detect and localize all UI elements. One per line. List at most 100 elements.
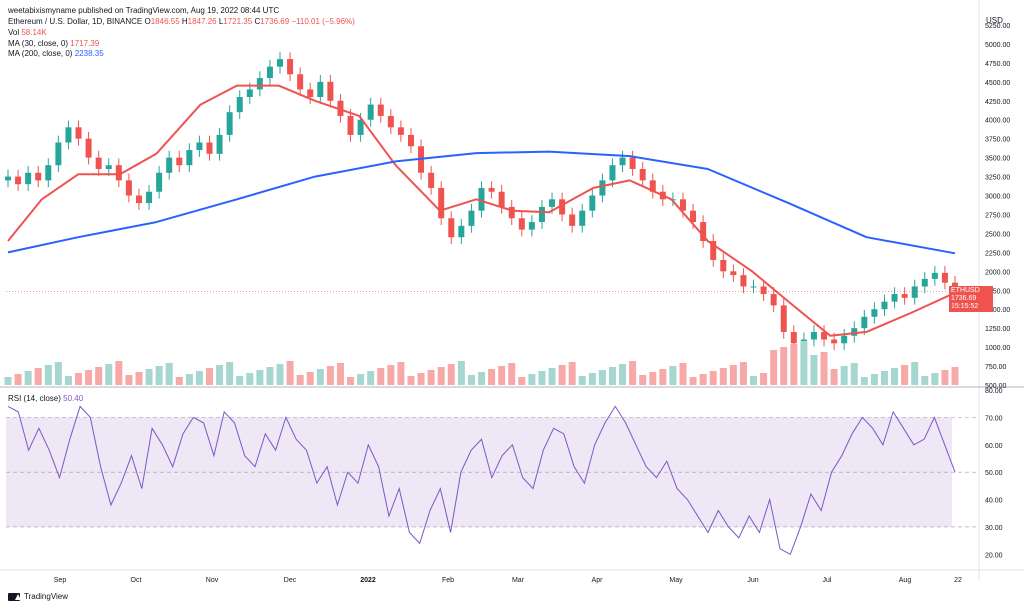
volume-bar (216, 365, 224, 385)
volume-bar (588, 373, 596, 385)
volume-bar (326, 366, 334, 385)
candle-body (45, 165, 52, 181)
volume-bar (155, 366, 163, 385)
tradingview-logo[interactable]: TradingView (8, 592, 68, 601)
candle-body (810, 331, 817, 340)
candle-body (146, 191, 153, 204)
volume-bar (528, 374, 536, 385)
ohlc-close: 1736.69 (260, 17, 290, 26)
volume-bar (256, 370, 264, 385)
volume-bar (578, 376, 586, 385)
candle-body (327, 81, 334, 101)
price-axis-tick: 750.00 (985, 364, 1007, 371)
candle-body (891, 294, 898, 302)
candle-body (579, 210, 586, 226)
price-axis-tick: 2500.00 (985, 231, 1010, 238)
price-axis-tick: 2250.00 (985, 250, 1010, 257)
candle-body (821, 331, 828, 340)
volume-legend[interactable]: Vol 58.14K (8, 28, 47, 38)
candle-body (679, 199, 686, 211)
price-axis-tick: 3000.00 (985, 194, 1010, 201)
price-axis-tick: 3750.00 (985, 137, 1010, 144)
price-axis-tick: 5250.00 (985, 23, 1010, 30)
volume-bar (347, 377, 355, 385)
candle-body (901, 294, 908, 298)
candle-body (700, 222, 707, 241)
price-axis-tick: 5000.00 (985, 42, 1010, 49)
candle-body (266, 66, 273, 79)
candle-body (196, 142, 203, 151)
price-axis-tick: 1250.00 (985, 326, 1010, 333)
volume-bar (44, 365, 52, 385)
ma200-line (7, 150, 956, 255)
volume-bar (931, 373, 939, 385)
rsi-label: RSI (14, close) (8, 394, 61, 403)
price-axis-tick: 1750.00 (985, 288, 1010, 295)
volume-bar (226, 362, 234, 385)
candle-body (246, 89, 253, 97)
time-axis-tick: 2022 (360, 577, 376, 584)
rsi-axis-tick: 70.00 (985, 415, 1003, 422)
ma30-legend[interactable]: MA (30, close, 0) 1717.39 (8, 39, 99, 49)
volume-bar (488, 369, 496, 385)
candle-body (720, 259, 727, 272)
ohlc-close-label: C (254, 17, 261, 26)
volume-bar (246, 373, 254, 385)
ohlc-high: 1847.26 (187, 17, 217, 26)
candle-body (861, 316, 868, 329)
ohlc-low-label: L (218, 17, 224, 26)
volume-bar (417, 373, 425, 385)
ohlc-low: 1721.35 (223, 17, 253, 26)
candle-body (498, 191, 505, 207)
candle-body (166, 157, 173, 173)
time-axis-tick: Feb (442, 577, 454, 584)
volume-bar (649, 372, 657, 385)
ma200-legend[interactable]: MA (200, close, 0) 2238.35 (8, 49, 104, 59)
volume-bar (54, 362, 62, 385)
candle-body (478, 187, 485, 211)
candle-body (569, 214, 576, 226)
volume-bar (850, 363, 858, 385)
price-axis-tick: 2000.00 (985, 269, 1010, 276)
volume-bar (750, 376, 758, 385)
rsi-value: 50.40 (63, 394, 84, 403)
candle-body (740, 275, 747, 287)
candle-body (35, 172, 42, 181)
candle-body (75, 127, 82, 139)
volume-bar (860, 377, 868, 385)
candle-body (780, 305, 787, 332)
price-tag-price: 1736.69 (951, 295, 977, 302)
volume-bar (780, 347, 788, 385)
candle-body (317, 81, 324, 97)
candle-body (690, 210, 697, 223)
candle-body (468, 210, 475, 226)
candle-body (589, 195, 596, 211)
candle-body (538, 206, 545, 223)
volume-bar (95, 367, 103, 385)
rsi-legend[interactable]: RSI (14, close) 50.40 (8, 394, 83, 404)
volume-bar (75, 373, 83, 385)
candle-body (831, 339, 838, 344)
volume-bar (699, 374, 707, 385)
volume-bar (105, 364, 113, 385)
price-tag-ticker: ETHUSD (951, 287, 980, 294)
symbol-title[interactable]: Ethereum / U.S. Dollar, 1D, BINANCE (8, 17, 143, 26)
rsi-axis-tick: 30.00 (985, 525, 1003, 532)
volume-bar (498, 366, 506, 385)
candle-body (851, 328, 858, 336)
candle-body (206, 142, 213, 154)
volume-bar (619, 364, 627, 385)
candle-body (599, 180, 606, 196)
candle-body (428, 172, 435, 188)
candle-body (841, 335, 848, 344)
volume-bar (508, 363, 516, 385)
volume-bar (135, 372, 143, 385)
time-axis-tick: Dec (284, 577, 297, 584)
volume-bar (608, 367, 616, 385)
ohlc-open: 1846.55 (150, 17, 180, 26)
price-axis-tick: 1500.00 (985, 307, 1010, 314)
candle-body (931, 272, 938, 279)
candle-body (760, 286, 767, 295)
volume-bar (377, 368, 385, 385)
